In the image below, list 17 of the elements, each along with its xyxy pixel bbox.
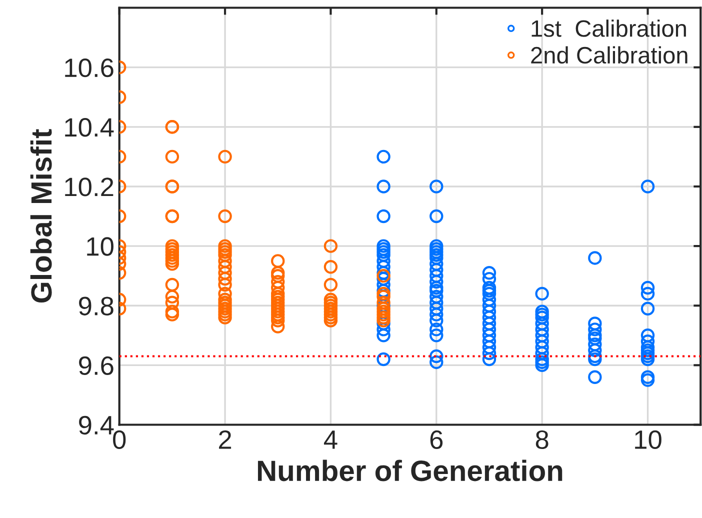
- y-tick-label: 9.8: [79, 296, 114, 316]
- legend-label: 1st Calibration: [532, 20, 686, 37]
- y-tick-label: 10.2: [65, 178, 114, 196]
- x-tick-label: 2: [219, 430, 232, 449]
- y-tick-label: 9.4: [79, 416, 114, 435]
- y-tick-label: 10.4: [65, 118, 114, 137]
- y-tick-label: 10.6: [65, 58, 114, 78]
- y-tick-label: 9.6: [79, 356, 114, 376]
- y-tick-label: 10: [87, 237, 114, 256]
- x-axis-title: Number of Generation: [258, 460, 562, 482]
- x-tick-label: 6: [430, 430, 443, 450]
- x-tick-label: 4: [324, 430, 338, 449]
- x-tick-label: 8: [536, 430, 548, 450]
- x-tick-label: 10: [635, 430, 662, 450]
- legend-label: 2nd Calibration: [531, 46, 688, 64]
- x-tick-label: 0: [113, 430, 126, 450]
- y-axis-title: Global Misfit: [30, 129, 52, 303]
